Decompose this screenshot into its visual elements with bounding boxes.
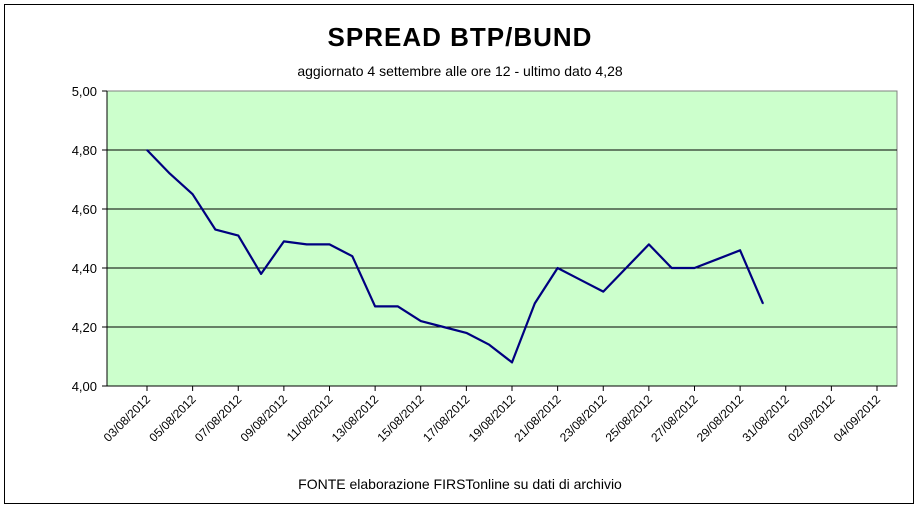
series-line	[146, 149, 764, 364]
y-tick-label: 4,60	[72, 202, 97, 217]
x-tick-label: 25/08/2012	[603, 392, 656, 445]
x-tick-label: 11/08/2012	[284, 392, 336, 444]
gridlines	[107, 149, 897, 328]
x-tick-label: 13/08/2012	[329, 392, 382, 445]
data-point	[169, 172, 171, 175]
y-tick-label: 4,00	[72, 379, 97, 394]
x-tick-label: 05/08/2012	[146, 392, 199, 445]
data-point	[602, 290, 605, 293]
x-tick-label: 31/08/2012	[740, 392, 793, 445]
data-point	[693, 267, 696, 269]
data-point	[328, 243, 331, 246]
x-tick-label: 15/08/2012	[375, 392, 428, 445]
x-tick-label: 27/08/2012	[648, 392, 701, 445]
data-point	[579, 279, 582, 281]
x-tick-label: 21/08/2012	[511, 392, 564, 445]
data-point	[191, 193, 194, 196]
data-point	[762, 302, 764, 305]
data-point	[648, 243, 650, 246]
x-tick-label: 02/09/2012	[785, 392, 838, 445]
x-tick-label: 04/09/2012	[831, 392, 884, 445]
data-point	[214, 228, 217, 231]
data-point	[625, 267, 627, 269]
data-point	[260, 273, 262, 275]
x-tick-label: 17/08/2012	[420, 392, 473, 445]
x-tick-label: 09/08/2012	[238, 392, 291, 445]
data-point	[556, 267, 559, 269]
data-point	[442, 326, 445, 328]
data-point	[237, 234, 240, 237]
data-point	[397, 305, 399, 308]
data-point	[739, 249, 741, 252]
data-point	[465, 332, 468, 334]
y-tick-label: 4,20	[72, 320, 97, 335]
data-point	[146, 149, 148, 151]
x-tick-label: 03/08/2012	[101, 392, 154, 445]
y-tick-label: 4,40	[72, 261, 97, 276]
x-tick-label: 07/08/2012	[192, 392, 245, 445]
x-tick-label: 29/08/2012	[694, 392, 747, 445]
data-point	[716, 258, 719, 260]
y-tick-label: 4,80	[72, 143, 97, 158]
data-point	[419, 320, 422, 322]
x-tick-label: 19/08/2012	[466, 392, 519, 445]
data-point	[351, 255, 354, 257]
data-point	[534, 302, 536, 305]
data-point	[511, 361, 513, 364]
chart-title: SPREAD BTP/BUND	[327, 22, 593, 52]
x-axis: 03/08/201205/08/201207/08/201209/08/2012…	[101, 386, 884, 445]
data-point	[283, 240, 285, 243]
data-point	[305, 243, 308, 246]
source-note: FONTE elaborazione FIRSTonline su dati d…	[298, 476, 622, 492]
x-tick-label: 23/08/2012	[557, 392, 610, 445]
series-group	[146, 149, 764, 364]
data-point	[670, 267, 673, 269]
data-point	[374, 305, 376, 308]
plot-area	[106, 90, 898, 387]
chart-subtitle: aggiornato 4 settembre alle ore 12 - ult…	[297, 63, 623, 79]
data-point	[488, 343, 490, 346]
y-tick-label: 5,00	[72, 84, 97, 99]
